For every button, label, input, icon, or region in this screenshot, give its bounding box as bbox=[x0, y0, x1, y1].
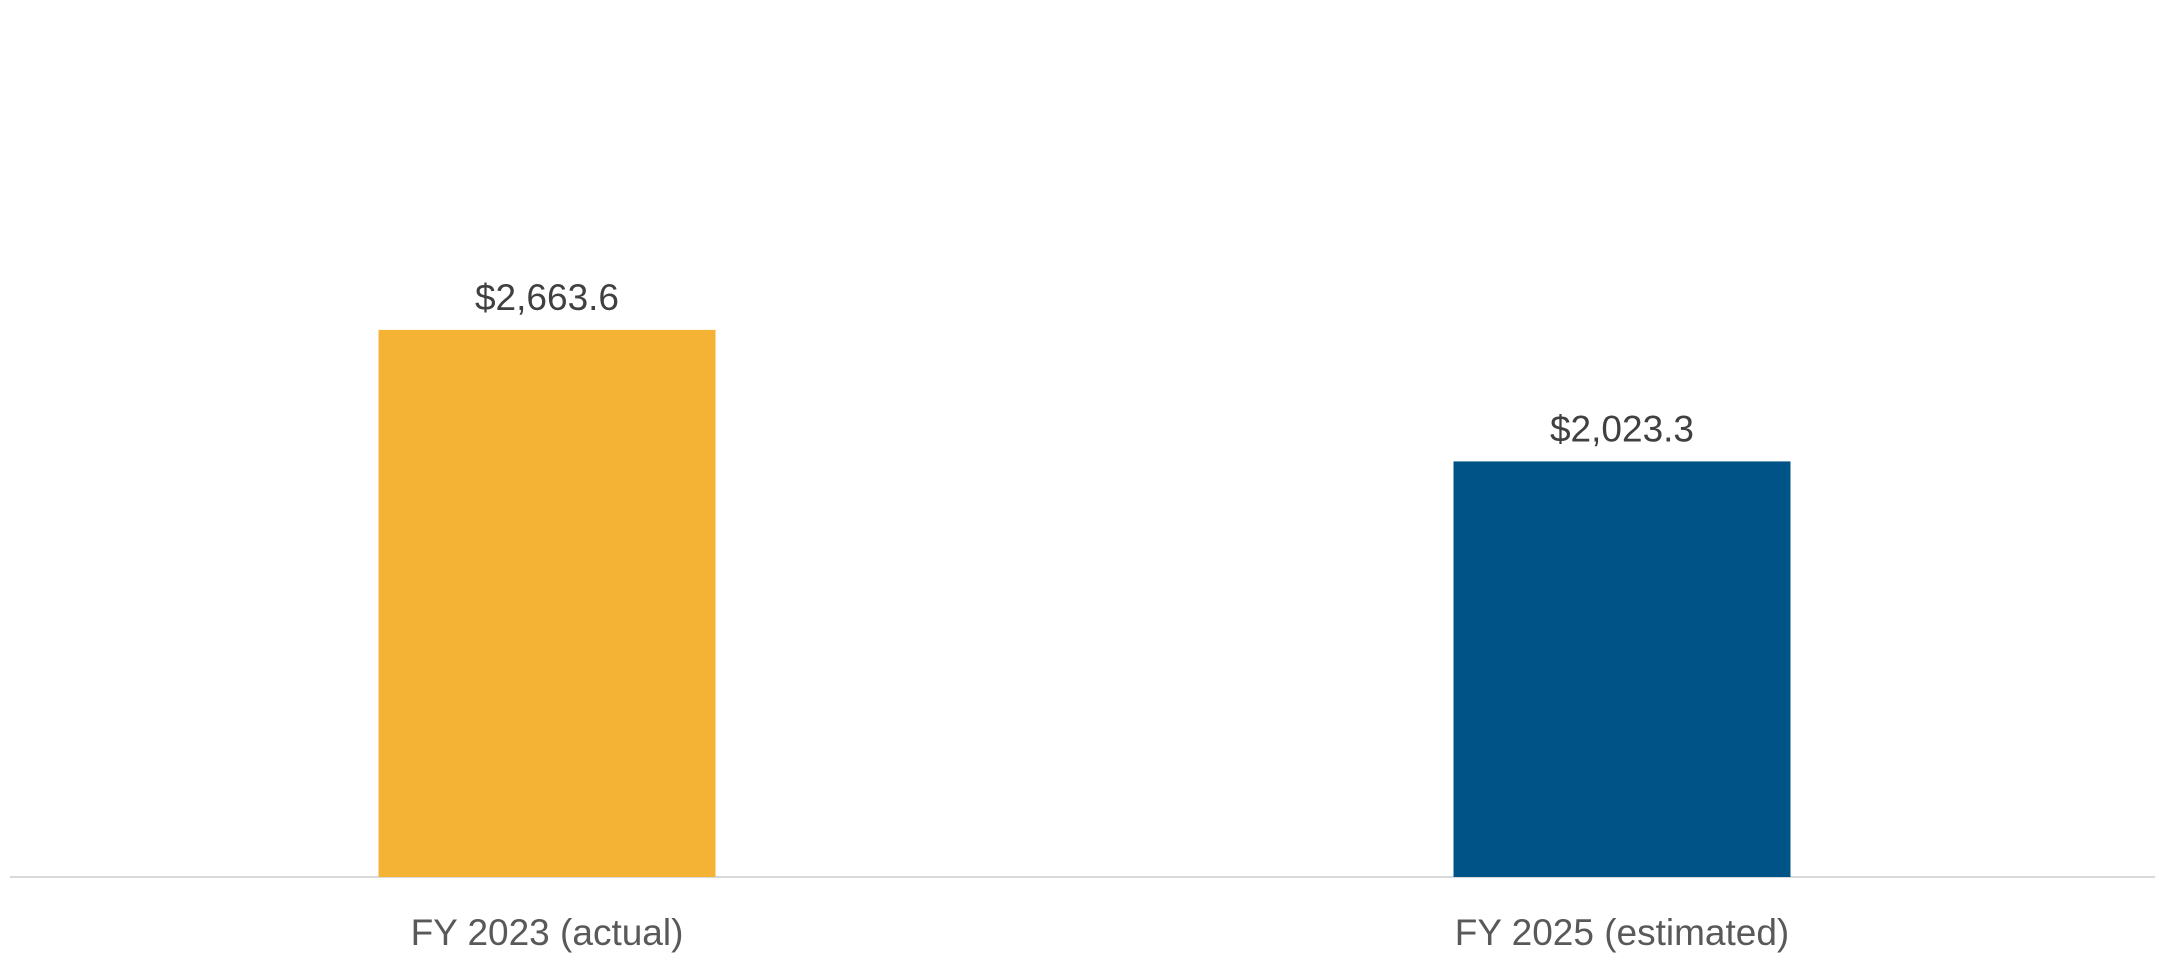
bar-1 bbox=[378, 329, 716, 877]
x-tick-label-2: FY 2025 (estimated) bbox=[1455, 912, 1790, 953]
x-tick-labels: FY 2023 (actual) FY 2025 (estimated) bbox=[411, 912, 1790, 953]
data-label-1: $2,663.6 bbox=[475, 277, 619, 318]
bars bbox=[378, 329, 1791, 877]
bar-2 bbox=[1453, 461, 1791, 877]
data-label-2: $2,023.3 bbox=[1550, 408, 1694, 449]
x-tick-label-1: FY 2023 (actual) bbox=[411, 912, 684, 953]
data-labels: $2,663.6 $2,023.3 bbox=[475, 277, 1694, 450]
